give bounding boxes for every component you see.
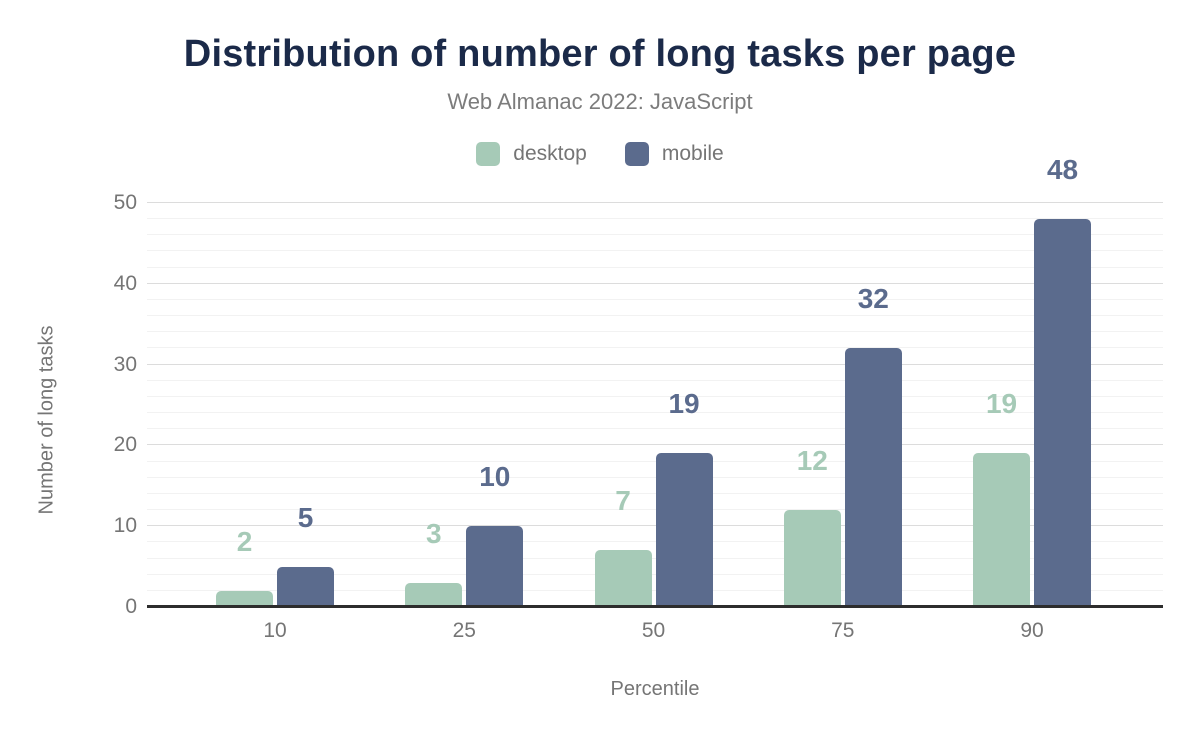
legend: desktop mobile — [0, 142, 1200, 166]
legend-label-desktop: desktop — [513, 142, 587, 165]
gridline-minor-16 — [147, 476, 1163, 478]
bar-desktop-p90[interactable] — [973, 453, 1031, 607]
bar-desktop-p10[interactable] — [216, 590, 274, 607]
gridline-minor-36 — [147, 315, 1163, 317]
gridline-minor-18 — [147, 460, 1163, 462]
chart-title: Distribution of number of long tasks per… — [183, 33, 1017, 75]
bar-mobile-p75[interactable] — [844, 348, 902, 607]
y-tick-label-10: 10 — [113, 514, 137, 538]
x-tick-label-75: 75 — [831, 619, 855, 642]
gridline-minor-24 — [147, 412, 1163, 414]
bar-desktop-p25[interactable] — [405, 582, 463, 607]
y-tick-label-50: 50 — [113, 191, 137, 214]
chart-subtitle: Web Almanac 2022: JavaScript — [447, 89, 753, 114]
value-label-mobile-p90: 48 — [1046, 154, 1079, 186]
bar-mobile-p90[interactable] — [1034, 219, 1092, 607]
bar-desktop-p50[interactable] — [594, 550, 652, 607]
y-axis-title: Number of long tasks — [35, 325, 58, 515]
value-label-mobile-p25: 10 — [479, 461, 511, 493]
x-tick-label-25: 25 — [452, 619, 476, 642]
value-label-mobile-p75: 32 — [857, 283, 889, 315]
x-tick-label-90: 90 — [1020, 619, 1044, 642]
gridline-minor-22 — [147, 428, 1163, 430]
bar-desktop-p75[interactable] — [783, 510, 841, 607]
legend-swatch-desktop — [476, 142, 501, 166]
bar-mobile-p50[interactable] — [655, 453, 713, 607]
gridline-major-50 — [147, 202, 1163, 203]
value-label-desktop-p75: 12 — [796, 445, 828, 477]
plot-area: 0 10 20 30 40 50 10 2 5 25 3 10 50 7 19 75 12 32 90 19 48 — [114, 156, 1163, 642]
gridline-minor-44 — [147, 250, 1163, 252]
gridline-major-30 — [147, 363, 1163, 365]
value-label-desktop-p10: 2 — [236, 525, 253, 557]
y-tick-label-0: 0 — [125, 595, 137, 618]
bar-mobile-p25[interactable] — [466, 526, 524, 607]
bar-mobile-p10[interactable] — [277, 566, 335, 607]
gridline-minor-48 — [147, 218, 1163, 220]
value-label-mobile-p10: 5 — [297, 501, 314, 533]
gridline-minor-42 — [147, 266, 1163, 268]
x-tick-label-10: 10 — [263, 619, 287, 642]
value-label-desktop-p25: 3 — [425, 517, 442, 549]
y-tick-label-40: 40 — [113, 271, 137, 295]
gridline-minor-12 — [147, 509, 1163, 511]
gridline-minor-8 — [147, 541, 1163, 543]
gridline-minor-6 — [147, 557, 1163, 559]
gridline-minor-32 — [147, 347, 1163, 349]
gridline-minor-28 — [147, 379, 1163, 381]
gridline-major-20 — [147, 444, 1163, 446]
legend-item-desktop[interactable]: desktop — [476, 142, 587, 166]
legend-item-mobile[interactable]: mobile — [624, 142, 724, 166]
gridline-minor-34 — [147, 331, 1163, 333]
legend-swatch-mobile — [624, 142, 649, 166]
gridline-minor-2 — [147, 589, 1163, 591]
x-axis-title: Percentile — [610, 678, 700, 700]
value-label-desktop-p50: 7 — [615, 485, 631, 517]
y-tick-label-20: 20 — [113, 433, 137, 457]
gridline-minor-26 — [147, 395, 1163, 397]
value-label-desktop-p90: 19 — [985, 388, 1018, 420]
x-axis-line — [147, 605, 1163, 608]
gridline-minor-14 — [147, 492, 1163, 494]
x-tick-label-50: 50 — [641, 619, 666, 642]
gridline-major-40 — [147, 282, 1163, 284]
gridline-minor-4 — [147, 573, 1163, 575]
legend-label-mobile: mobile — [661, 142, 724, 165]
y-tick-label-30: 30 — [113, 352, 137, 376]
value-label-mobile-p50: 19 — [668, 388, 700, 420]
gridline-minor-46 — [147, 234, 1163, 236]
gridline-major-10 — [147, 525, 1163, 527]
gridline-minor-38 — [147, 298, 1163, 300]
